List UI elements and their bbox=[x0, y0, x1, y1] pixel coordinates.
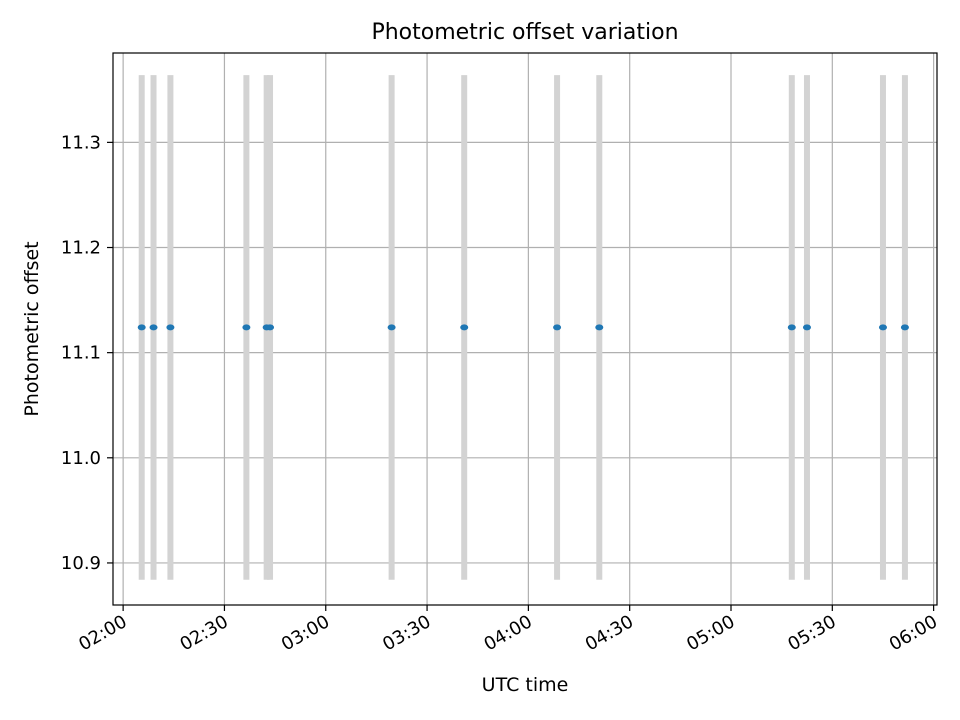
data-point bbox=[242, 324, 251, 331]
grid bbox=[113, 53, 937, 605]
x-tick-label: 04:30 bbox=[582, 611, 637, 655]
x-tick-label: 02:30 bbox=[177, 611, 232, 655]
x-tick-label: 02:00 bbox=[75, 611, 130, 655]
y-tick-label: 11.2 bbox=[61, 238, 101, 259]
x-tick-label: 03:00 bbox=[278, 611, 333, 655]
x-ticks: 02:00 02:30 03:00 03:30 04:00 04:30 05:00 05:30… bbox=[75, 605, 941, 655]
data-point bbox=[149, 324, 158, 331]
y-ticks: 10.9 11.0 11.1 11.2 11.3 bbox=[61, 132, 113, 574]
y-tick-label: 11.1 bbox=[61, 343, 101, 364]
x-tick-label: 04:00 bbox=[480, 611, 535, 655]
data-point bbox=[595, 324, 604, 331]
data-point bbox=[387, 324, 396, 331]
y-tick-label: 11.0 bbox=[61, 448, 101, 469]
data-point bbox=[266, 324, 275, 331]
x-tick-label: 05:00 bbox=[683, 611, 738, 655]
y-axis-label: Photometric offset bbox=[21, 241, 43, 416]
x-axis-label: UTC time bbox=[482, 674, 569, 696]
data-point bbox=[137, 324, 146, 331]
data-point bbox=[553, 324, 562, 331]
x-tick-label: 03:30 bbox=[379, 611, 434, 655]
data-point bbox=[900, 324, 909, 331]
chart-title: Photometric offset variation bbox=[371, 20, 678, 45]
x-tick-label: 05:30 bbox=[784, 611, 839, 655]
data-points bbox=[137, 324, 909, 331]
plot-frame bbox=[112, 52, 938, 606]
data-point bbox=[878, 324, 887, 331]
x-tick-label: 06:00 bbox=[886, 611, 941, 655]
data-point bbox=[166, 324, 175, 331]
y-tick-label: 11.3 bbox=[61, 132, 101, 153]
data-point bbox=[802, 324, 811, 331]
y-tick-label: 10.9 bbox=[61, 553, 101, 574]
data-point bbox=[460, 324, 469, 331]
data-point bbox=[787, 324, 796, 331]
